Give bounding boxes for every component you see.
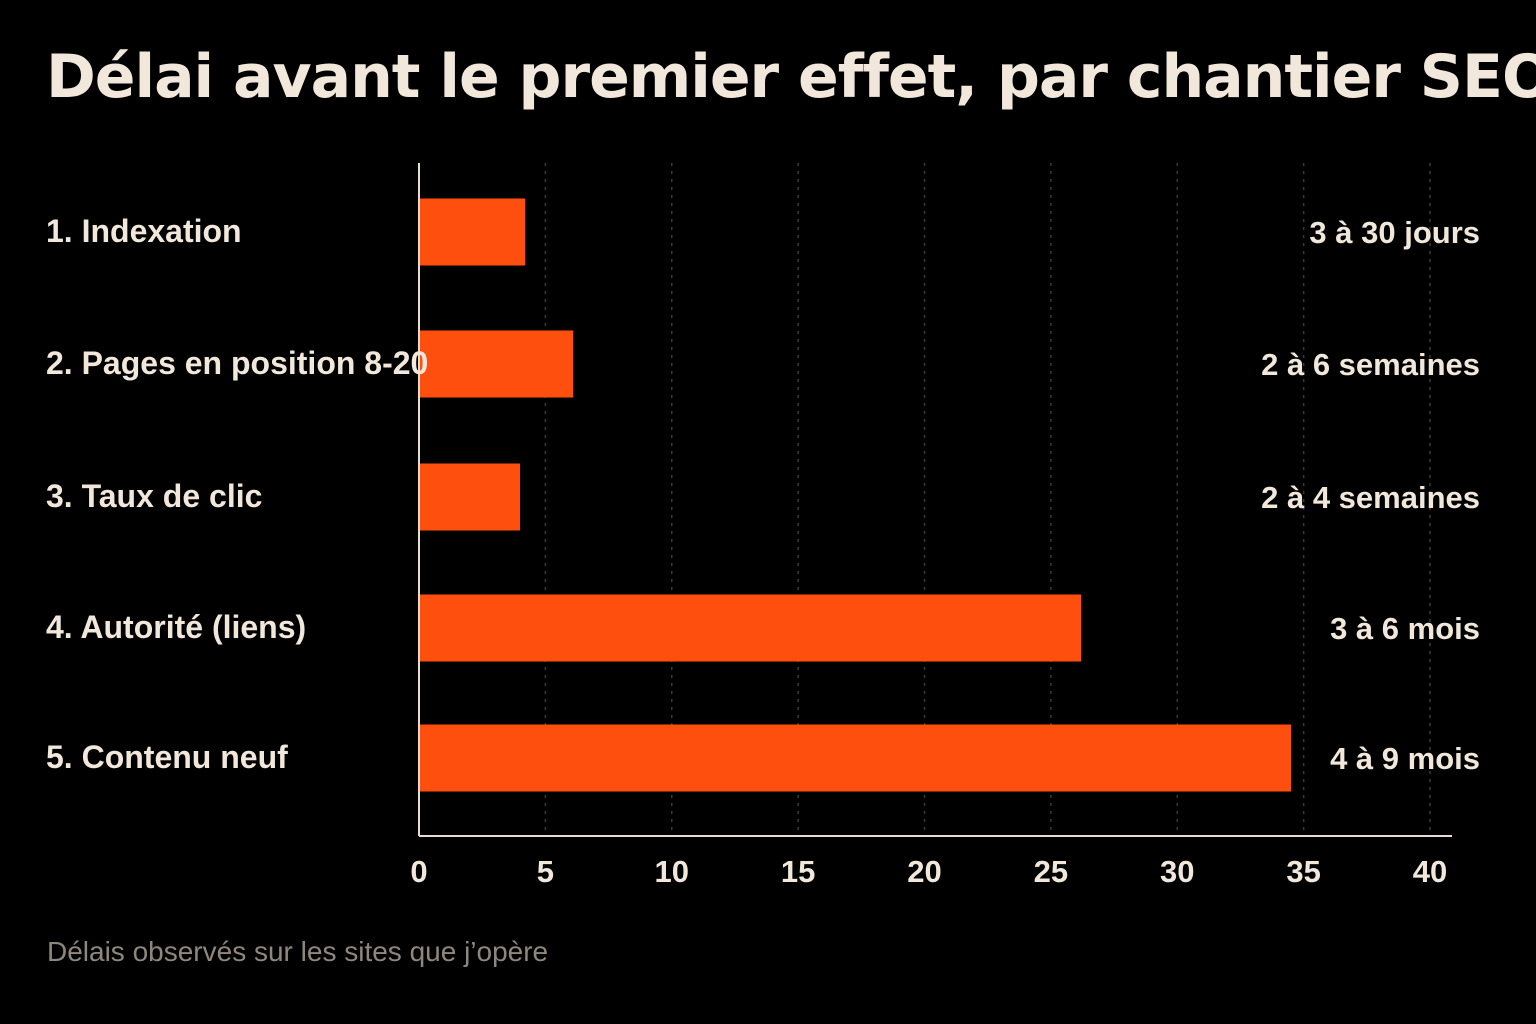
x-tick-label: 25 bbox=[1034, 854, 1068, 889]
x-tick-label: 40 bbox=[1413, 854, 1447, 889]
category-label: 2. Pages en position 8-20 bbox=[46, 345, 428, 381]
x-tick-label: 10 bbox=[655, 854, 689, 889]
grid-lines bbox=[544, 163, 1431, 836]
bar bbox=[419, 594, 1082, 662]
bar bbox=[419, 463, 521, 531]
chart-title: Délai avant le premier effet, par chanti… bbox=[46, 42, 1536, 112]
bar bbox=[419, 198, 526, 266]
x-tick-label: 0 bbox=[410, 854, 427, 889]
x-tick-label: 30 bbox=[1160, 854, 1194, 889]
x-tick-label: 35 bbox=[1286, 854, 1320, 889]
bar bbox=[419, 724, 1291, 792]
category-label: 1. Indexation bbox=[46, 213, 242, 249]
range-label: 4 à 9 mois bbox=[1330, 741, 1480, 776]
bars bbox=[419, 198, 1291, 792]
x-tick-label: 15 bbox=[781, 854, 815, 889]
range-label: 2 à 4 semaines bbox=[1261, 480, 1480, 515]
bar bbox=[419, 330, 574, 398]
range-label: 3 à 30 jours bbox=[1309, 215, 1480, 250]
category-label: 3. Taux de clic bbox=[46, 478, 262, 514]
axes bbox=[418, 163, 1452, 837]
range-label: 2 à 6 semaines bbox=[1261, 347, 1480, 382]
x-tick-label: 5 bbox=[537, 854, 554, 889]
category-label: 4. Autorité (liens) bbox=[46, 609, 306, 645]
category-label: 5. Contenu neuf bbox=[46, 739, 288, 775]
range-label: 3 à 6 mois bbox=[1330, 611, 1480, 646]
chart-caption: Délais observés sur les sites que j’opèr… bbox=[47, 936, 549, 967]
x-tick-label: 20 bbox=[907, 854, 941, 889]
labels: 0 5 10 15 20 25 30 35 40 1. Indexation 2. Pages en… bbox=[46, 213, 1480, 889]
